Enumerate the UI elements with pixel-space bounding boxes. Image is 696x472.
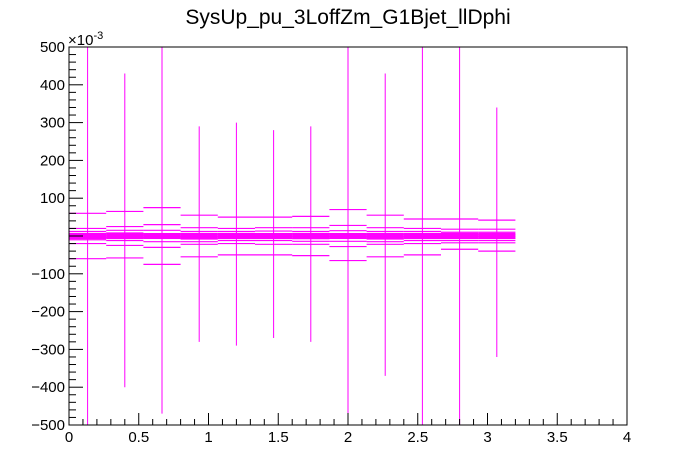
- y-tick-label: −100: [31, 266, 65, 283]
- x-tick-label: 3.5: [547, 429, 568, 446]
- bin-band: [478, 232, 516, 240]
- x-tick-label: 1.5: [268, 429, 289, 446]
- bin-band: [217, 232, 256, 240]
- y-tick-label: −200: [31, 304, 65, 321]
- x-tick-label: 0: [65, 429, 73, 446]
- y-tick-label: −500: [31, 417, 65, 434]
- chart-title: SysUp_pu_3LoffZm_G1Bjet_llDphi: [185, 6, 510, 29]
- y-tick-label: 300: [40, 115, 65, 132]
- x-tick-label: 4: [623, 429, 631, 446]
- x-tick-label: 3: [483, 429, 491, 446]
- bin-band: [68, 232, 107, 240]
- bin-band: [292, 232, 330, 240]
- data-marks: [68, 47, 516, 425]
- bin-band: [440, 232, 479, 240]
- bin-band: [366, 232, 404, 240]
- y-tick-label: 200: [40, 152, 65, 169]
- y-multiplier-base: ×10: [68, 32, 93, 49]
- axes: 0 0.5 1 1.5 2 2.5 3 3.5 4 −500 −400 −300 −200 −100 100…: [31, 39, 631, 446]
- bin-band: [255, 232, 293, 240]
- x-tick-label: 0.5: [128, 429, 149, 446]
- bin-band: [106, 232, 144, 240]
- y-multiplier-exponent: -3: [93, 30, 103, 42]
- y-tick-label: 500: [40, 39, 65, 56]
- y-tick-label: 400: [40, 77, 65, 94]
- y-tick-label: −300: [31, 341, 65, 358]
- x-tick-label: 2: [344, 429, 352, 446]
- x-tick-label: 1: [204, 429, 212, 446]
- bin-band: [329, 232, 367, 240]
- bin-band: [143, 232, 181, 240]
- y-tick-label: −400: [31, 379, 65, 396]
- bin-band: [180, 232, 218, 240]
- y-tick-label: 100: [40, 190, 65, 207]
- x-tick-label: 2.5: [407, 429, 428, 446]
- bin-band: [403, 232, 441, 240]
- y-multiplier: ×10-3: [68, 30, 103, 49]
